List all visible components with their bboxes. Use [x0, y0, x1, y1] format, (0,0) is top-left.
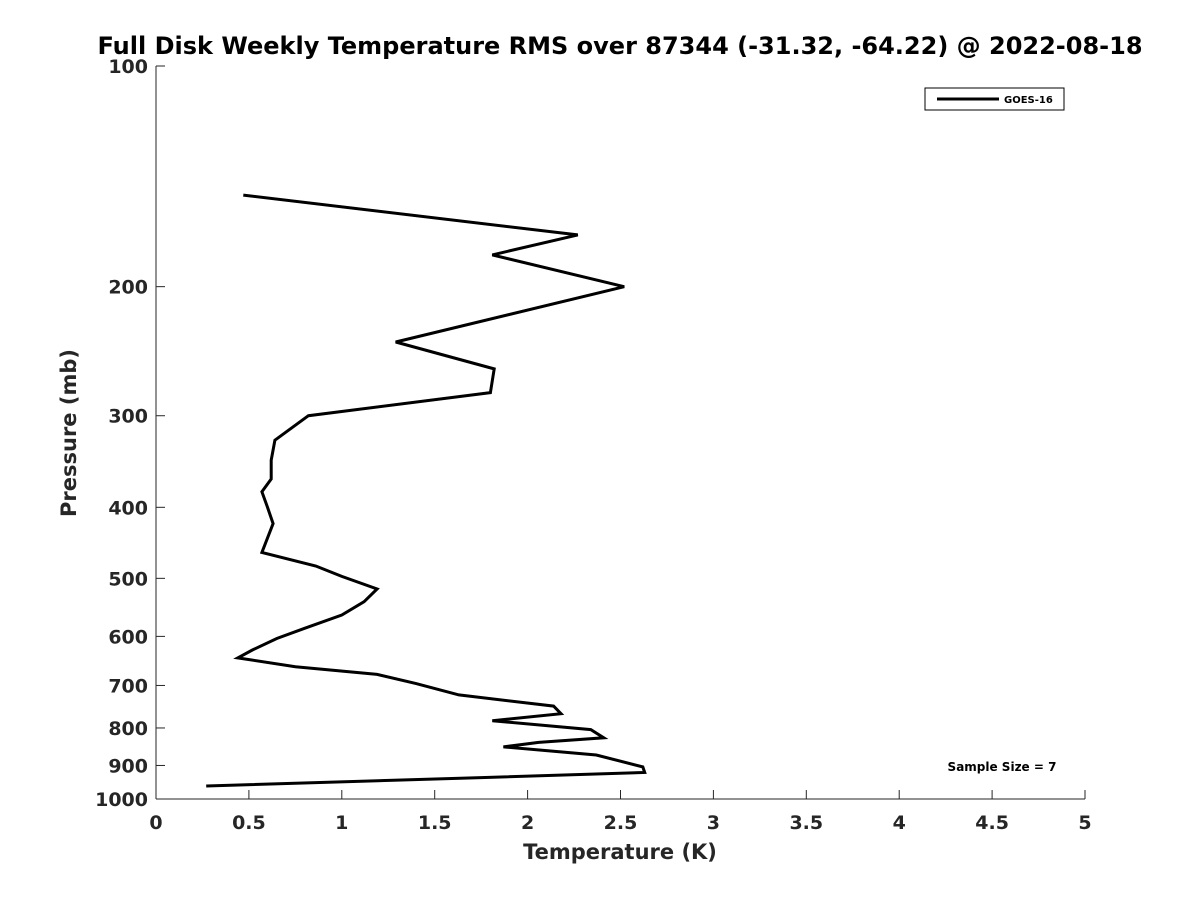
x-tick-label: 0.5: [232, 812, 266, 834]
x-tick-label: 5: [1078, 812, 1091, 834]
series-layer: [206, 193, 647, 788]
x-tick-label: 4: [893, 812, 906, 834]
x-axis-ticks: 0 0.5 1 1.5 2 2.5 3 3.5 4 4.5 5: [149, 790, 1092, 834]
y-tick-label: 800: [108, 718, 148, 740]
plot-axes: [155, 66, 1085, 800]
legend: GOES-16: [924, 87, 1065, 111]
y-tick-label: 1000: [95, 789, 148, 811]
x-tick-label: 1.5: [418, 812, 452, 834]
x-tick-label: 2.5: [604, 812, 638, 834]
series-line-goes-16: [206, 193, 647, 788]
y-tick-label: 700: [108, 675, 148, 697]
x-tick-label: 3: [707, 812, 720, 834]
x-tick-label: 1: [335, 812, 348, 834]
y-tick-label: 900: [108, 755, 148, 777]
y-tick-label: 400: [108, 497, 148, 519]
y-tick-label: 300: [108, 406, 148, 428]
x-tick-label: 4.5: [975, 812, 1009, 834]
x-tick-label: 0: [149, 812, 162, 834]
y-axis-ticks: 100 200 300 400 500 600 700 800 900 1000: [95, 56, 165, 811]
y-tick-label: 500: [108, 568, 148, 590]
y-tick-label: 200: [108, 277, 148, 299]
legend-label-goes16: GOES-16: [1004, 95, 1053, 106]
sample-size-annotation: Sample Size = 7: [948, 760, 1057, 774]
x-tick-label: 2: [521, 812, 534, 834]
y-tick-label: 100: [108, 56, 148, 78]
x-tick-label: 3.5: [789, 812, 823, 834]
chart-title: Full Disk Weekly Temperature RMS over 87…: [97, 32, 1142, 60]
y-axis-label: Pressure (mb): [57, 349, 81, 517]
y-tick-label: 600: [108, 626, 148, 648]
x-axis-label: Temperature (K): [523, 840, 717, 864]
